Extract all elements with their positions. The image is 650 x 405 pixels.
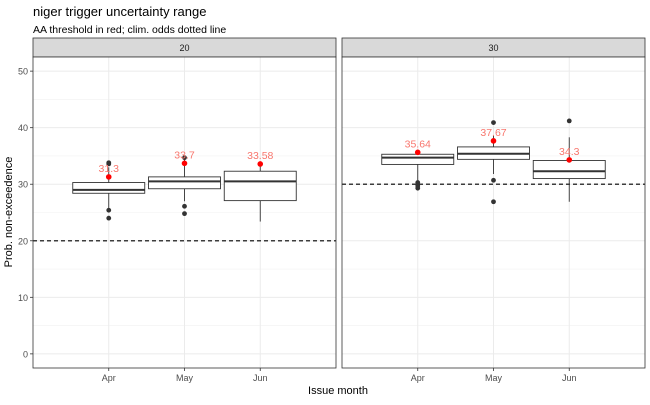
outlier-point: [106, 215, 112, 221]
threshold-label: 33.7: [174, 149, 195, 161]
chart-subtitle: AA threshold in red; clim. odds dotted l…: [33, 24, 226, 36]
x-tick-label: Jun: [562, 373, 577, 383]
threshold-label: 34.3: [559, 146, 580, 158]
facet-strip-label: 30: [488, 43, 498, 53]
x-axis-title: Issue month: [308, 385, 368, 397]
threshold-point: [181, 160, 188, 167]
threshold-label: 35.64: [405, 138, 431, 150]
chart-title: niger trigger uncertainty range: [33, 4, 206, 19]
threshold-label: 31.3: [99, 163, 120, 175]
facet-panel: 30 35.64 37.67 34.3 Apr May Jun: [341, 37, 646, 383]
outlier-point: [182, 203, 187, 209]
box-may: 37.67: [457, 120, 530, 205]
facet-panels: 0 10 20 30 40 50 20 31.3 33.7 33.58 Apr May Jun 30 35.…: [18, 37, 646, 383]
box-apr: 31.3: [72, 160, 146, 221]
threshold-point: [490, 138, 497, 144]
y-tick-label: 10: [18, 293, 28, 303]
y-tick-label: 30: [18, 180, 28, 190]
y-tick-label: 40: [18, 123, 28, 133]
box-iqr: [381, 153, 455, 165]
y-tick-label: 0: [23, 349, 28, 359]
outlier-point: [415, 180, 421, 185]
y-tick-label: 50: [18, 67, 28, 77]
outlier-point: [491, 120, 496, 125]
facet-panel: 20 31.3 33.7 33.58 Apr May Jun: [32, 37, 337, 383]
outlier-point: [106, 160, 112, 166]
box-apr: 35.64: [381, 138, 455, 191]
outlier-point: [182, 155, 187, 161]
outlier-point: [182, 211, 187, 217]
threshold-label: 37.67: [480, 127, 506, 139]
outlier-point: [106, 207, 112, 213]
x-tick-label: May: [485, 373, 503, 383]
box-iqr: [148, 176, 221, 190]
box-jun: 33.58: [223, 150, 297, 222]
x-tick-label: Jun: [253, 373, 268, 383]
threshold-point: [257, 161, 264, 167]
x-tick-label: Apr: [411, 373, 425, 383]
x-tick-label: May: [176, 373, 194, 383]
y-tick-label: 20: [18, 236, 28, 246]
box-jun: 34.3: [532, 118, 606, 202]
threshold-point: [105, 174, 112, 180]
facet-strip-label: 20: [179, 43, 189, 53]
outlier-point: [491, 177, 496, 183]
x-tick-label: Apr: [102, 373, 116, 383]
outlier-point: [491, 199, 496, 205]
box-iqr: [532, 160, 606, 180]
box-may: 33.7: [148, 149, 221, 217]
outlier-point: [566, 118, 572, 124]
box-iqr: [223, 170, 297, 202]
threshold-point: [566, 157, 573, 163]
y-axis-title: Prob. non-exceedence: [3, 157, 15, 268]
threshold-point: [414, 149, 421, 156]
box-iqr: [72, 182, 146, 194]
threshold-label: 33.58: [247, 150, 273, 162]
outlier-point: [415, 183, 421, 189]
